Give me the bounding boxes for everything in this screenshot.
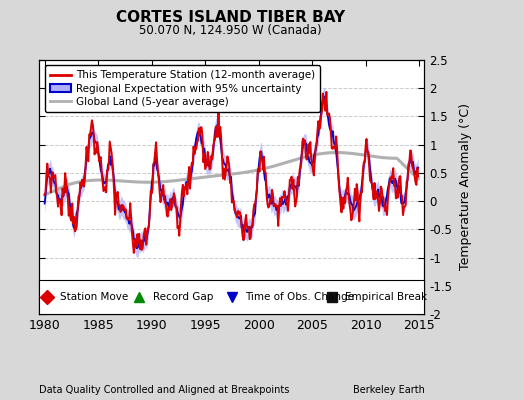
Text: Empirical Break: Empirical Break bbox=[345, 292, 428, 302]
Text: CORTES ISLAND TIBER BAY: CORTES ISLAND TIBER BAY bbox=[116, 10, 345, 25]
Text: Record Gap: Record Gap bbox=[153, 292, 213, 302]
Y-axis label: Temperature Anomaly (°C): Temperature Anomaly (°C) bbox=[459, 104, 472, 270]
Text: Time of Obs. Change: Time of Obs. Change bbox=[245, 292, 354, 302]
Text: Data Quality Controlled and Aligned at Breakpoints: Data Quality Controlled and Aligned at B… bbox=[39, 385, 290, 395]
Text: Berkeley Earth: Berkeley Earth bbox=[353, 385, 424, 395]
Legend: This Temperature Station (12-month average), Regional Expectation with 95% uncer: This Temperature Station (12-month avera… bbox=[45, 65, 320, 112]
Text: 50.070 N, 124.950 W (Canada): 50.070 N, 124.950 W (Canada) bbox=[139, 24, 322, 37]
Text: Station Move: Station Move bbox=[60, 292, 129, 302]
